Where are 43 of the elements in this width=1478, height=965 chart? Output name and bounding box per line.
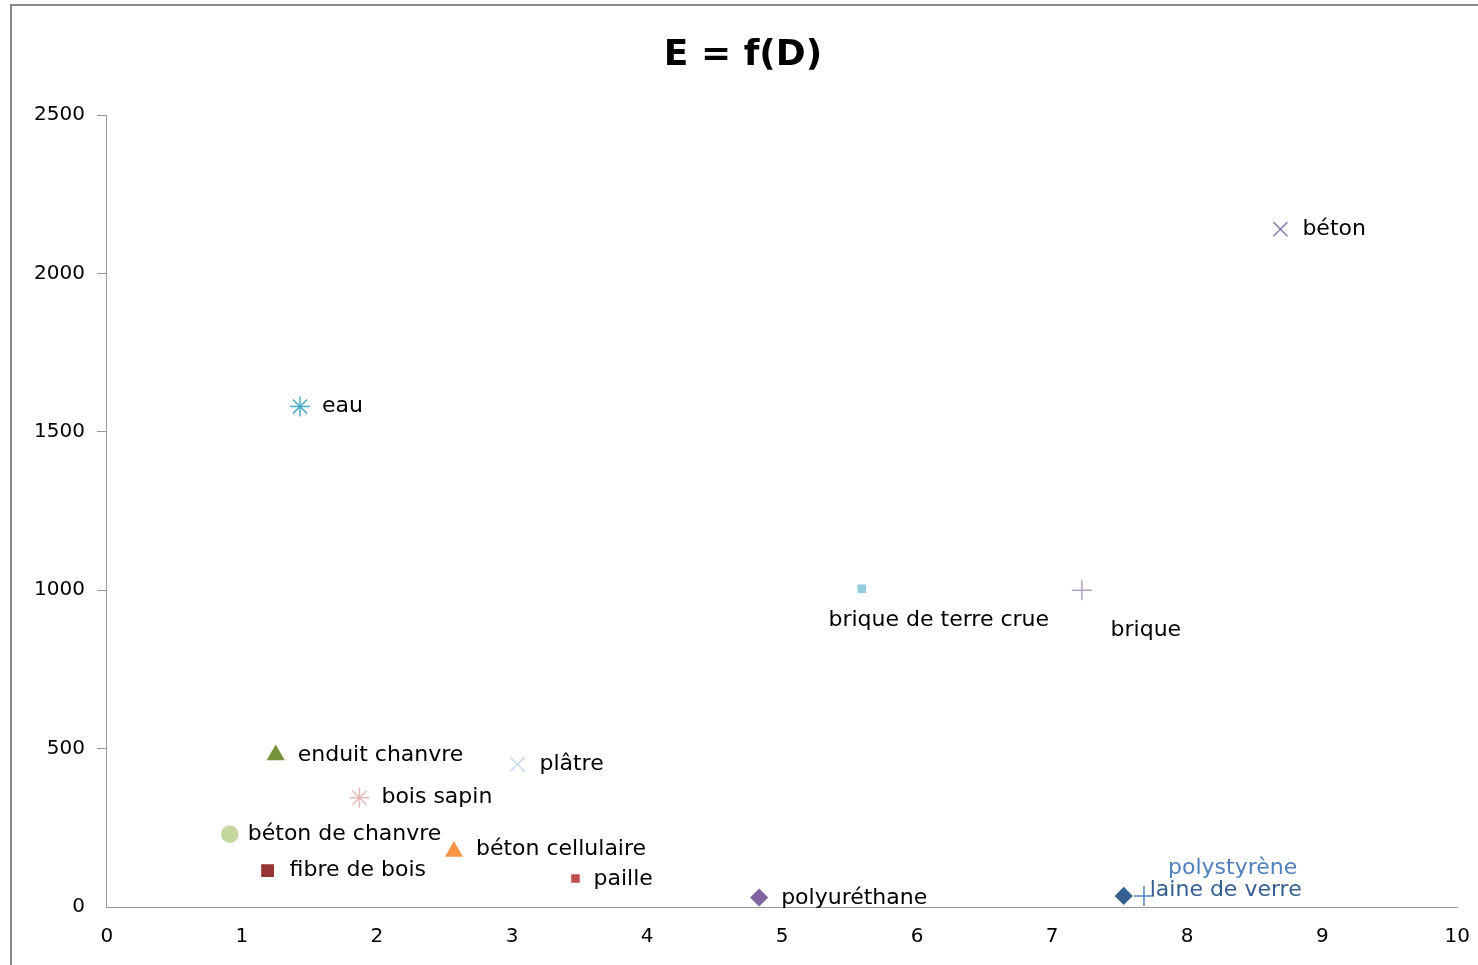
series-label: brique (1110, 616, 1182, 641)
point (857, 584, 867, 593)
series-label: fibre de bois (289, 856, 426, 882)
point (750, 888, 768, 907)
series-label: brique de terre crue (828, 606, 1050, 632)
point (221, 825, 239, 843)
x-tick-label: 1 (235, 923, 249, 948)
series-label: paille (593, 865, 653, 891)
x-tick-label: 7 (1045, 923, 1059, 948)
point (1272, 221, 1289, 238)
y-tick-label: 1000 (33, 576, 85, 601)
x-tick-label: 10 (1444, 923, 1470, 948)
series-label: eau (322, 392, 363, 418)
y-tick-label: 2500 (33, 101, 85, 126)
point (267, 745, 285, 761)
x-tick-label: 4 (640, 923, 654, 948)
series-label: béton de chanvre (247, 819, 442, 845)
series-label: plâtre (539, 750, 604, 776)
x-tick-label: 9 (1315, 923, 1329, 948)
point (1071, 579, 1093, 602)
series-label: bois sapin (381, 783, 493, 809)
point (1114, 887, 1133, 905)
chart-title: E = f(D) (663, 31, 823, 73)
x-tick-label: 3 (505, 923, 519, 948)
series-label: enduit chanvre (297, 740, 464, 766)
y-tick-label: 2000 (33, 259, 85, 284)
series-label: béton cellulaire (475, 835, 647, 861)
x-tick-label: 2 (370, 923, 384, 948)
point (509, 756, 526, 773)
y-tick-label: 0 (72, 893, 85, 918)
series-label: polystyrène (1167, 853, 1298, 879)
series-label: béton (1302, 214, 1366, 240)
point (289, 395, 311, 418)
point (571, 874, 580, 883)
x-tick-label: 0 (100, 923, 114, 948)
x-tick-label: 5 (775, 923, 789, 948)
point (261, 864, 274, 877)
x-tick-label: 8 (1180, 923, 1194, 948)
y-tick-label: 500 (46, 734, 85, 759)
series-label: polyuréthane (781, 884, 928, 910)
x-tick-label: 6 (910, 923, 924, 948)
point (348, 786, 371, 809)
y-tick-label: 1500 (33, 418, 85, 443)
